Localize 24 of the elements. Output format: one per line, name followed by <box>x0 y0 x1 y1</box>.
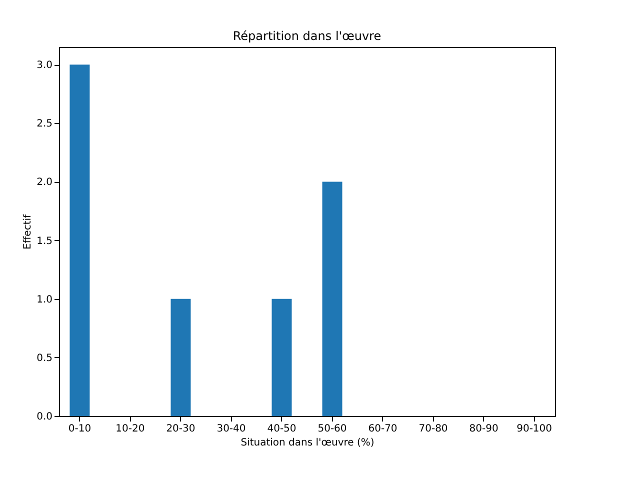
chart-title: Répartition dans l'œuvre <box>232 29 382 43</box>
y-tick-label: 2.5 <box>36 118 52 130</box>
x-tick-label: 0-10 <box>68 424 92 434</box>
y-tick-label: 1.5 <box>36 236 52 247</box>
bar <box>170 298 191 416</box>
bar <box>70 64 90 416</box>
bar <box>322 182 342 416</box>
x-tick-label: 80-90 <box>469 424 498 434</box>
y-tick-label: 0.5 <box>36 352 52 364</box>
x-tick-label: 90-100 <box>516 424 552 434</box>
y-tick-label: 2.0 <box>36 177 52 188</box>
y-tick-label: 1.0 <box>36 294 52 306</box>
y-tick-label: 3.0 <box>36 60 52 72</box>
x-tick-label: 50-60 <box>318 424 347 434</box>
x-tick-label: 20-30 <box>166 424 196 434</box>
x-tick-label: 10-20 <box>116 424 145 434</box>
x-axis-title: Situation dans l'œuvre (%) <box>240 438 374 448</box>
y-tick-label: 0.0 <box>36 412 52 422</box>
x-tick-label: 30-40 <box>216 424 246 434</box>
x-tick-label: 40-50 <box>267 424 296 434</box>
bar <box>272 298 292 416</box>
x-tick-label: 60-70 <box>368 424 398 434</box>
y-axis-title: Effectif <box>22 214 34 250</box>
x-tick-label: 70-80 <box>418 424 448 434</box>
